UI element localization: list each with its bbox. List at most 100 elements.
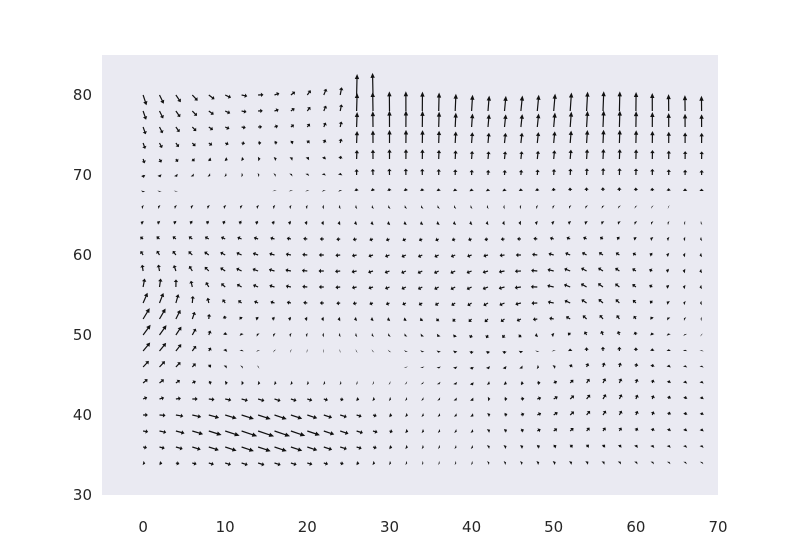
vector-arrow	[174, 158, 179, 163]
vector-arrow	[634, 427, 639, 432]
vector-arrow	[224, 157, 228, 162]
vector-arrow	[531, 268, 538, 273]
vector-arrow	[499, 253, 505, 258]
vector-arrow	[438, 444, 441, 450]
vector-arrow	[257, 430, 275, 437]
vector-arrow	[189, 220, 193, 225]
vector-arrow	[618, 410, 623, 416]
vector-arrow	[666, 236, 670, 242]
vector-arrow	[532, 317, 538, 322]
vector-arrow	[535, 350, 540, 352]
vector-arrow	[486, 429, 491, 433]
vector-arrow	[553, 428, 558, 432]
vector-arrow	[175, 309, 181, 320]
vector-arrow	[518, 350, 524, 354]
vector-arrow	[530, 284, 538, 290]
vector-arrow	[387, 91, 392, 112]
vector-arrow	[551, 220, 555, 226]
vector-arrow	[389, 429, 393, 434]
vector-arrow	[238, 220, 242, 225]
vector-arrow	[338, 204, 341, 210]
vector-arrow	[537, 396, 542, 401]
vector-arrow	[519, 151, 524, 160]
vector-arrow	[307, 461, 313, 466]
vector-arrow	[142, 396, 148, 401]
vector-arrow	[470, 444, 474, 450]
vector-arrow	[354, 220, 357, 226]
vector-arrow	[486, 445, 490, 449]
vector-arrow	[584, 347, 589, 352]
vector-arrow	[402, 237, 407, 242]
vector-arrow	[404, 333, 408, 337]
vector-arrow	[289, 204, 292, 210]
vector-arrow	[665, 268, 670, 273]
vector-arrow	[683, 445, 688, 448]
vector-arrow	[519, 204, 522, 210]
vector-arrow	[257, 380, 261, 386]
vector-arrow	[208, 414, 220, 419]
vector-arrow	[601, 221, 605, 225]
vector-arrow	[436, 169, 441, 176]
vector-arrow	[370, 72, 375, 96]
vector-arrow	[354, 74, 360, 96]
vector-arrow	[598, 251, 604, 256]
vector-arrow	[368, 269, 374, 274]
vector-arrow	[568, 168, 573, 176]
vector-arrow	[257, 156, 261, 162]
vector-arrow	[634, 378, 639, 384]
vector-arrow	[450, 270, 456, 275]
vector-arrow	[650, 131, 655, 144]
vector-arrow	[257, 172, 260, 178]
vector-arrow	[466, 286, 472, 291]
vector-arrow	[486, 132, 491, 144]
vector-arrow	[273, 173, 276, 177]
vector-arrow	[323, 414, 333, 419]
vector-arrow	[453, 205, 457, 209]
vector-arrow	[158, 94, 165, 104]
vector-arrow	[159, 429, 167, 435]
vector-arrow	[602, 410, 607, 416]
vector-arrow	[240, 365, 244, 369]
vector-arrow	[192, 380, 196, 385]
vector-arrow	[486, 114, 491, 128]
vector-arrow	[269, 284, 275, 289]
vector-arrow	[208, 446, 219, 452]
vector-arrow	[699, 169, 704, 176]
vector-arrow	[175, 461, 180, 466]
vector-arrow	[699, 252, 703, 258]
vector-arrow	[551, 350, 556, 352]
vector-arrow	[388, 396, 392, 402]
vector-arrow	[420, 333, 424, 337]
vector-arrow	[191, 142, 196, 147]
vector-arrow	[337, 220, 341, 226]
vector-arrow	[683, 428, 688, 432]
vector-arrow	[236, 251, 242, 256]
vector-arrow	[515, 252, 521, 258]
vector-arrow	[224, 125, 230, 130]
vector-arrow	[290, 397, 297, 403]
vector-arrow	[516, 317, 522, 322]
vector-arrow	[159, 413, 166, 418]
vector-arrow	[204, 236, 210, 240]
vector-arrow	[323, 105, 328, 112]
vector-arrow	[223, 365, 227, 369]
vector-arrow	[582, 315, 588, 320]
vector-arrow	[305, 332, 308, 338]
vector-arrow	[666, 112, 671, 128]
vector-arrow	[436, 130, 442, 144]
vector-arrow	[486, 204, 489, 210]
vector-arrow	[434, 270, 439, 275]
vector-arrow	[453, 334, 457, 338]
vector-arrow	[468, 237, 472, 242]
vector-arrow	[650, 93, 655, 112]
vector-arrow	[257, 414, 271, 420]
vector-arrow	[220, 251, 226, 256]
vector-arrow	[420, 350, 425, 353]
vector-arrow	[140, 190, 146, 193]
vector-arrow	[384, 269, 390, 275]
vector-arrow	[175, 326, 182, 336]
vector-arrow	[436, 317, 440, 322]
vector-arrow	[417, 286, 423, 291]
vector-arrow	[650, 187, 655, 192]
